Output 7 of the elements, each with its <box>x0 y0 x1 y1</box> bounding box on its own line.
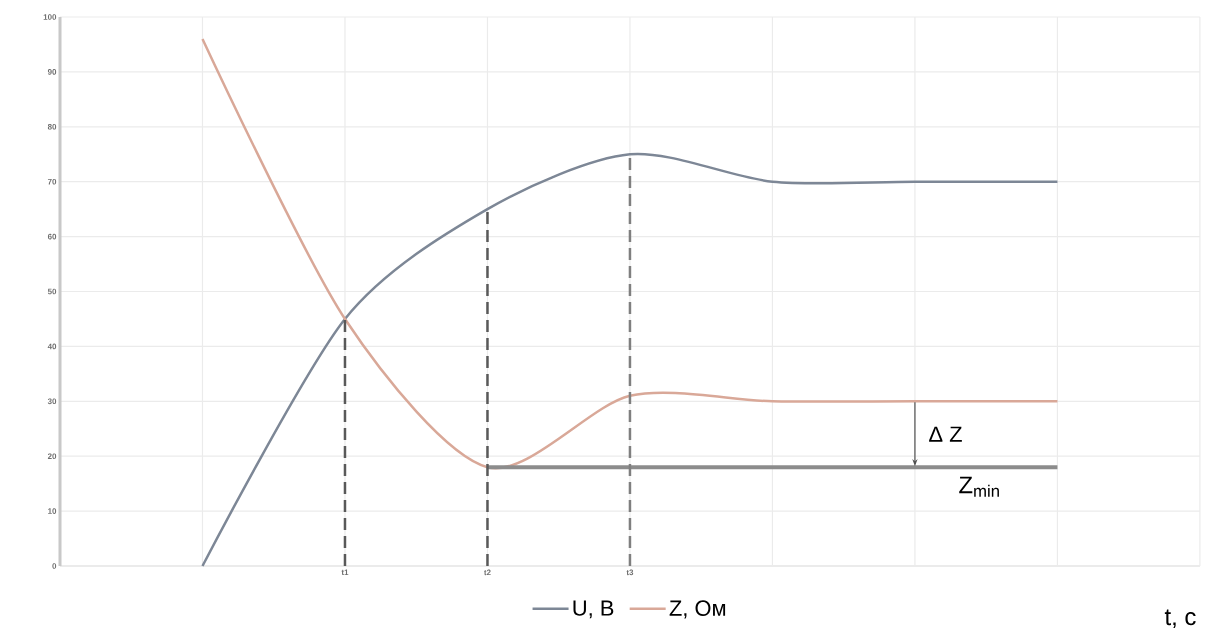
line-series <box>201 37 1059 469</box>
legend-label: U, В <box>573 600 614 619</box>
line-series <box>201 152 1059 568</box>
legend-label: Z, Ом <box>669 600 726 619</box>
x-axis-title: t, c <box>1164 609 1196 629</box>
annotation: Z$_{min}$ <box>959 476 999 497</box>
annotation: Δ Z <box>929 426 962 442</box>
